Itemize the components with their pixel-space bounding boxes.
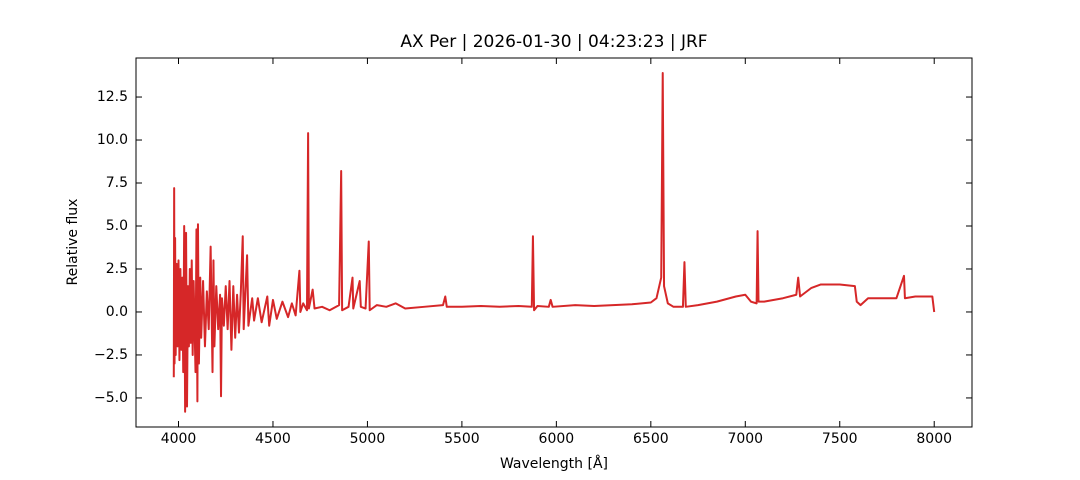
chart-title: AX Per | 2026-01-30 | 04:23:23 | JRF <box>400 32 707 52</box>
y-tick-label: 7.5 <box>106 175 128 191</box>
x-tick-label: 8000 <box>916 431 952 447</box>
x-tick-label: 7000 <box>727 431 763 447</box>
x-tick-label: 6500 <box>633 431 669 447</box>
plot-frame <box>135 57 973 428</box>
x-tick-label: 5000 <box>350 431 386 447</box>
y-tick-label: 2.5 <box>106 261 128 277</box>
y-tick-label: 5.0 <box>106 218 128 234</box>
x-axis-label: Wavelength [Å] <box>500 455 608 472</box>
y-tick-label: −5.0 <box>94 390 128 406</box>
x-tick-label: 6000 <box>539 431 575 447</box>
y-tick-label: −2.5 <box>94 347 128 363</box>
x-tick-label: 7500 <box>822 431 858 447</box>
y-tick-label: 10.0 <box>97 132 128 148</box>
y-axis-label: Relative flux <box>65 199 81 286</box>
x-tick-label: 5500 <box>444 431 480 447</box>
y-tick-label: 12.5 <box>97 89 128 105</box>
x-tick-label: 4500 <box>255 431 291 447</box>
spectrum-line <box>172 71 936 413</box>
x-tick-label: 4000 <box>161 431 197 447</box>
y-tick-label: 0.0 <box>106 304 128 320</box>
